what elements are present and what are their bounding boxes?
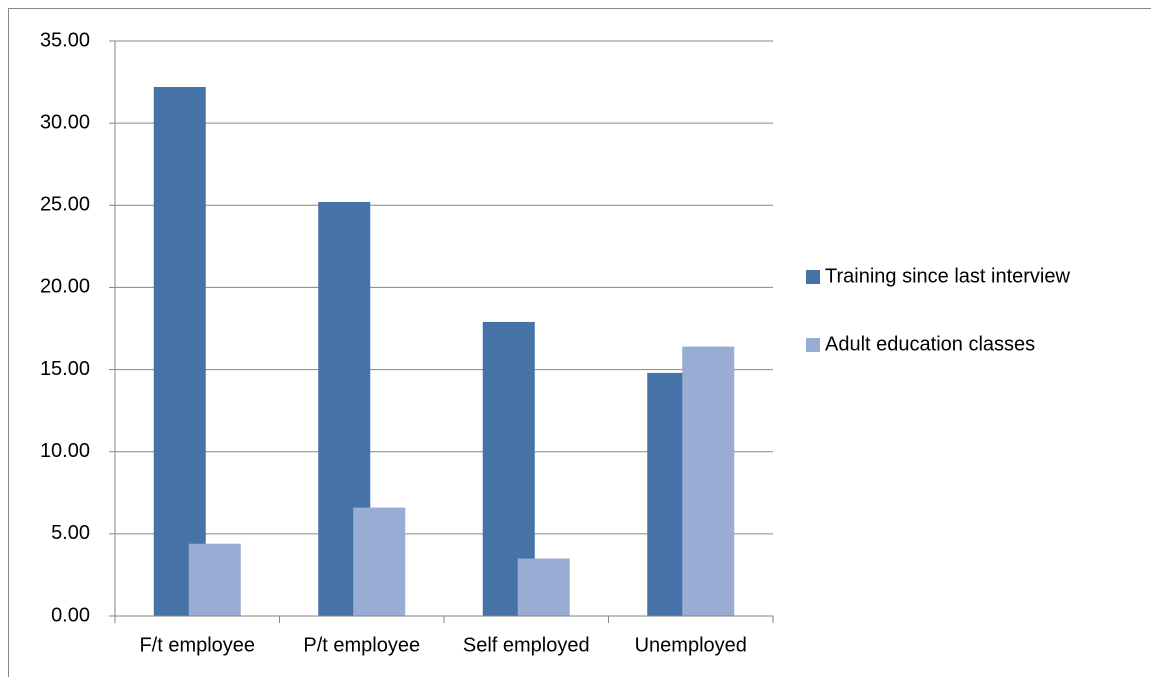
bar [353, 507, 406, 616]
x-tick-label: P/t employee [303, 634, 420, 656]
legend-swatch [806, 338, 820, 352]
x-tick-label: Unemployed [635, 634, 747, 656]
y-tick-label: 0.00 [51, 604, 90, 626]
bar [517, 558, 570, 616]
x-tick-label: Self employed [463, 634, 590, 656]
x-tick-label: F/t employee [139, 634, 255, 656]
bar [153, 87, 206, 616]
y-tick-label: 5.00 [51, 522, 90, 544]
y-tick-label: 10.00 [40, 440, 90, 462]
y-tick-label: 35.00 [40, 29, 90, 51]
legend-label: Adult education classes [825, 333, 1035, 355]
chart-border [8, 8, 1151, 677]
bar [682, 346, 735, 616]
legend-swatch [806, 270, 820, 284]
y-tick-label: 15.00 [40, 358, 90, 380]
bar [188, 543, 241, 616]
y-tick-label: 30.00 [40, 111, 90, 133]
y-tick-label: 25.00 [40, 194, 90, 216]
legend-label: Training since last interview [825, 265, 1070, 287]
y-tick-label: 20.00 [40, 276, 90, 298]
